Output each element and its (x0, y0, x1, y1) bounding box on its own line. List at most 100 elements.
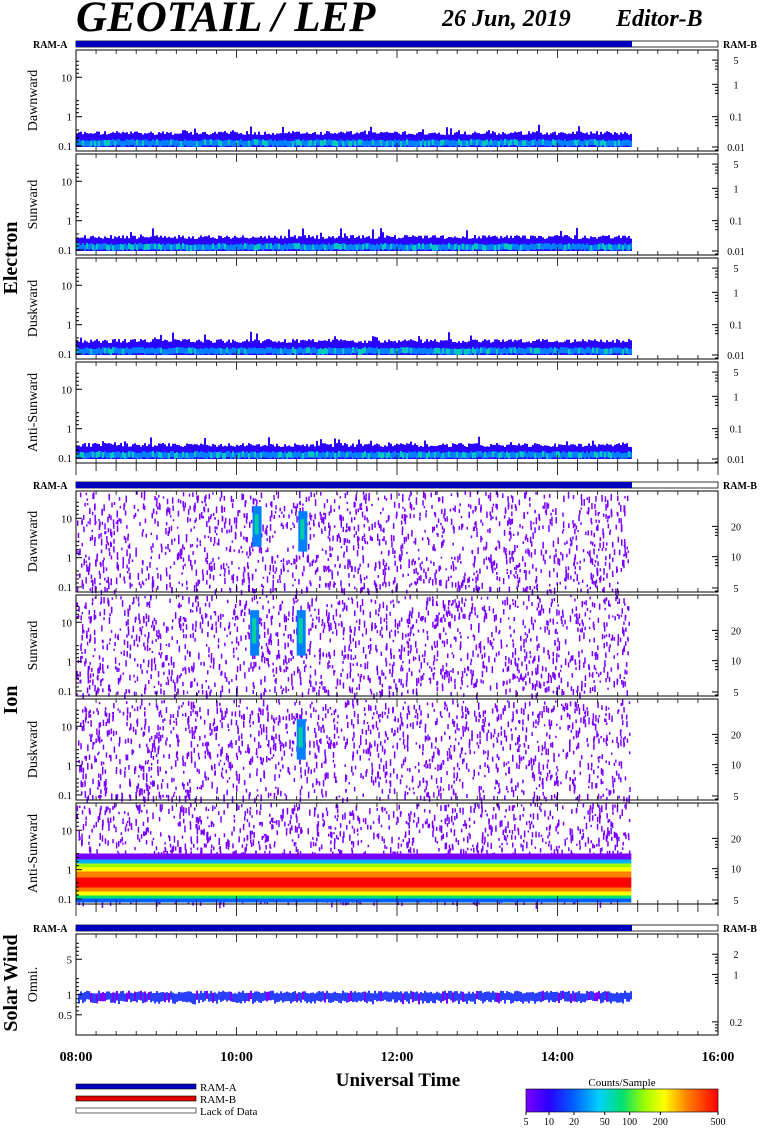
left-tick-label: 10 (61, 72, 73, 84)
left-tick-label: 1 (67, 553, 73, 565)
panel-label: Duskward (26, 721, 41, 779)
right-tick-label: 0.1 (730, 217, 743, 228)
panel-background (76, 699, 718, 800)
left-tick-label: 1 (67, 657, 73, 669)
left-tick-label: 1 (67, 320, 73, 332)
panel-label: Dawnward (26, 511, 41, 572)
plot-editor: Editor-B (615, 6, 703, 32)
left-tick-label: 10 (61, 825, 73, 837)
panel-ion-sunward: Sunward 10 1 0.1 20 10 5 (26, 594, 741, 700)
left-tick-label: 10 (61, 617, 73, 629)
right-tick-label: 0.01 (727, 455, 745, 466)
right-tick-label: 0.1 (730, 425, 743, 436)
right-tick-label: 20 (731, 522, 741, 533)
spectrogram (76, 491, 630, 597)
left-tick-label: 0.1 (58, 686, 72, 698)
left-tick-label: 10 (61, 513, 73, 525)
panel-ion-dawnward: Dawnward 10 1 0.1 20 10 5 (26, 490, 741, 597)
colorbar-tick-label: 5 (524, 1117, 529, 1128)
panels: Dawnward 10 1 0.1 5 1 0.1 0.01 Sunward 10 1 0.1 5 1 0.… (26, 49, 745, 1036)
left-tick-label: 0.1 (58, 245, 72, 257)
panel-label: Anti-Sunward (26, 814, 41, 893)
right-tick-label: 5 (734, 264, 739, 275)
status-bar-electron: RAM-A RAM-B (33, 40, 757, 51)
plot-title: GEOTAIL / LEP (76, 0, 376, 41)
ram-a-label: RAM-A (33, 924, 68, 935)
left-tick-label: 0.1 (58, 349, 72, 361)
colorbar-tick-label: 10 (544, 1117, 554, 1128)
left-tick-label: 10 (61, 721, 73, 733)
left-tick-label: 10 (61, 280, 73, 292)
colorbar-title: Counts/Sample (588, 1077, 655, 1089)
right-tick-label: 5 (734, 688, 739, 699)
spectrogram (76, 227, 632, 251)
right-tick-label: 1 (734, 80, 739, 91)
right-tick-label: 5 (734, 56, 739, 67)
right-tick-label: 5 (734, 160, 739, 171)
left-tick-label: 0.1 (58, 141, 72, 153)
left-tick-label: 1 (67, 990, 73, 1002)
left-tick-label: 0.1 (58, 894, 72, 906)
right-tick-label: 2 (734, 950, 739, 961)
right-tick-label: 5 (734, 896, 739, 907)
left-tick-label: 1 (67, 216, 73, 228)
left-tick-label: 5 (67, 954, 73, 966)
group-label-electron: Electron (0, 222, 22, 295)
status-bar-ion: RAM-A RAM-B (33, 481, 757, 492)
right-tick-label: 10 (731, 553, 741, 564)
ram-b-label: RAM-B (723, 40, 757, 51)
plot-date: 26 Jun, 2019 (441, 6, 571, 32)
right-tick-label: 1 (734, 184, 739, 195)
group-label-solar-wind: Solar Wind (0, 934, 22, 1031)
ram-a-bar (76, 925, 632, 931)
x-tick-label: 08:00 (60, 1050, 93, 1065)
legend-label-ram-a: RAM-A (200, 1082, 237, 1094)
right-tick-label: 5 (734, 792, 739, 803)
group-label-ion: Ion (0, 686, 22, 715)
left-tick-label: 10 (61, 176, 73, 188)
left-tick-label: 1 (67, 761, 73, 773)
panel-electron-dawnward: Dawnward 10 1 0.1 5 1 0.1 0.01 (26, 49, 745, 154)
ram-b-label: RAM-B (723, 924, 757, 935)
right-tick-label: 1 (734, 970, 739, 981)
right-tick-label: 0.1 (730, 113, 743, 124)
ram-a-label: RAM-A (33, 40, 68, 51)
right-tick-label: 10 (731, 865, 741, 876)
right-tick-label: 0.01 (727, 351, 745, 362)
legend-swatch-ram-b (75, 1095, 197, 1102)
status-bar-solar-wind: RAM-A RAM-B (33, 924, 757, 935)
x-tick-label: 14:00 (541, 1050, 574, 1065)
left-tick-label: 1 (67, 424, 73, 436)
spectrogram (76, 803, 632, 909)
right-tick-label: 1 (734, 392, 739, 403)
spectrogram (76, 699, 631, 805)
colorbar-tick-label: 200 (653, 1117, 668, 1128)
right-tick-label: 0.2 (730, 1018, 743, 1029)
left-tick-label: 10 (61, 384, 73, 396)
legend-label-ram-b: RAM-B (200, 1094, 236, 1106)
spectrogram (78, 990, 632, 1005)
right-tick-label: 1 (734, 288, 739, 299)
panel-label: Duskward (26, 280, 41, 338)
colorbar-tick-label: 20 (569, 1117, 579, 1128)
x-tick-label: 16:00 (702, 1050, 735, 1065)
panel-solar-wind-omni-: Omni. 5 1 0.5 2 1 0.2 (26, 933, 743, 1036)
ram-a-bar (76, 41, 632, 47)
panel-ion-anti-sunward: Anti-Sunward 10 1 0.1 20 10 5 (26, 802, 741, 909)
ram-legend: RAM-A RAM-B Lack of Data (75, 1082, 258, 1118)
colorbar-gradient (525, 1088, 719, 1113)
spectrogram (76, 595, 630, 700)
right-tick-label: 20 (731, 730, 741, 741)
left-tick-label: 0.5 (58, 1010, 72, 1022)
panel-electron-sunward: Sunward 10 1 0.1 5 1 0.1 0.01 (26, 153, 745, 258)
legend-swatch-lack-of-data (75, 1107, 197, 1114)
x-axis: 08:00 10:00 12:00 14:00 16:00 (60, 1050, 735, 1065)
right-tick-label: 10 (731, 761, 741, 772)
panel-label: Sunward (26, 180, 41, 230)
ram-a-bar (76, 482, 632, 488)
panel-background (76, 595, 718, 696)
colorbar-tick-label: 100 (622, 1117, 637, 1128)
right-tick-label: 0.01 (727, 247, 745, 258)
x-tick-label: 12:00 (381, 1050, 414, 1065)
